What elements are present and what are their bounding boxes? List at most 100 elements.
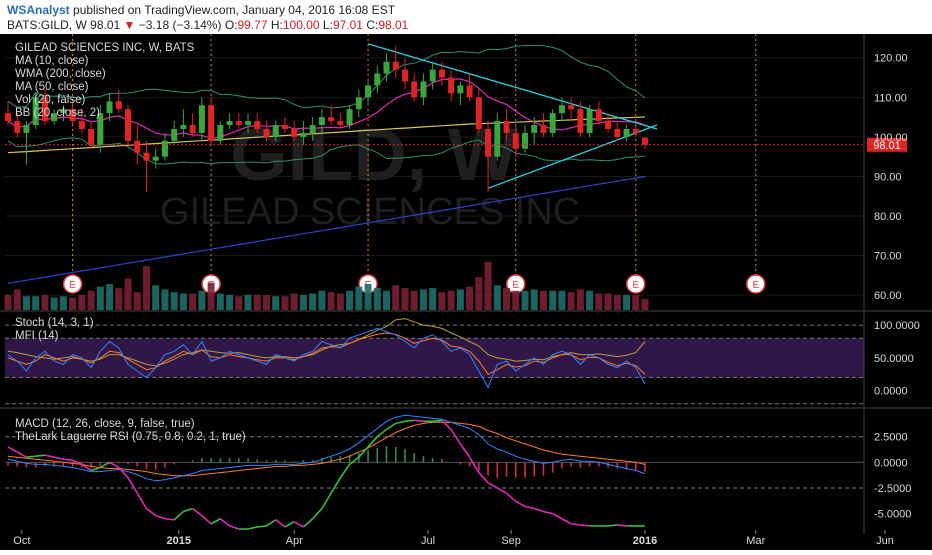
legend-bb[interactable]: BB (20, close, 2)	[15, 107, 101, 119]
candle[interactable]	[198, 105, 205, 133]
chart-svg[interactable]: GILD, W GILEAD SCIENCES INC EEEEEE98.01 …	[0, 34, 932, 550]
candle[interactable]	[88, 128, 95, 145]
candle[interactable]	[540, 125, 547, 133]
candle[interactable]	[411, 81, 418, 98]
legend-laguerre[interactable]: TheLark Laguerre RSI (0.75, 0.8, 0.2, 1,…	[15, 431, 246, 443]
legend-volume[interactable]: Vol (20, false)	[15, 94, 86, 106]
candle[interactable]	[134, 140, 141, 153]
candle[interactable]	[466, 85, 473, 98]
candle[interactable]	[401, 69, 408, 82]
candle[interactable]	[41, 97, 48, 122]
candle[interactable]	[5, 113, 11, 122]
candle[interactable]	[106, 101, 113, 114]
candle[interactable]	[642, 137, 648, 145]
candle[interactable]	[125, 109, 132, 141]
laguerre-rsi-segment	[386, 422, 397, 431]
candle[interactable]	[272, 125, 279, 137]
candle[interactable]	[245, 121, 252, 126]
volume-bar	[493, 285, 501, 310]
legend-ma50[interactable]: MA (50, close)	[15, 81, 89, 93]
candle[interactable]	[392, 61, 399, 70]
candle[interactable]	[318, 117, 325, 126]
candle[interactable]	[595, 109, 602, 122]
candle[interactable]	[365, 85, 372, 98]
candle[interactable]	[457, 85, 464, 94]
candle[interactable]	[281, 125, 288, 129]
candle[interactable]	[143, 152, 150, 161]
open-value: 99.77	[237, 18, 268, 32]
candle[interactable]	[429, 69, 436, 82]
candle[interactable]	[14, 121, 21, 133]
candle[interactable]	[485, 128, 492, 157]
candle[interactable]	[374, 73, 381, 86]
candle[interactable]	[346, 109, 353, 126]
candle[interactable]	[448, 77, 455, 94]
volume-bar	[272, 296, 280, 310]
candle[interactable]	[180, 125, 187, 129]
laguerre-rsi-segment	[543, 510, 553, 515]
legend-macd[interactable]: MACD (12, 26, close, 9, false, true)	[15, 418, 195, 430]
candle[interactable]	[420, 81, 427, 98]
candle[interactable]	[605, 121, 612, 129]
candle[interactable]	[475, 97, 482, 129]
earnings-marker[interactable]	[62, 274, 83, 294]
candle[interactable]	[494, 121, 501, 157]
earnings-marker[interactable]	[626, 274, 646, 294]
legend-ma10[interactable]: MA (10, close)	[15, 55, 89, 67]
wma200-line	[7, 175, 646, 284]
candle[interactable]	[577, 109, 584, 133]
candle[interactable]	[254, 121, 261, 129]
candle[interactable]	[97, 113, 104, 145]
main-panel-title[interactable]: GILEAD SCIENCES INC, W, BATS	[15, 42, 195, 54]
candle[interactable]	[189, 125, 196, 133]
candle[interactable]	[291, 128, 298, 137]
candle[interactable]	[171, 128, 178, 141]
symbol-label[interactable]: BATS:GILD, W	[7, 18, 87, 32]
candle[interactable]	[152, 156, 159, 161]
candle[interactable]	[161, 140, 168, 157]
candle[interactable]	[328, 117, 335, 122]
macd-histogram-bar	[99, 462, 102, 467]
candle[interactable]	[217, 125, 224, 141]
legend-wma200[interactable]: WMA (200, close)	[15, 68, 106, 80]
macd-histogram-bar	[413, 453, 416, 463]
candle[interactable]	[558, 105, 565, 114]
last-price-label-bg	[867, 137, 907, 152]
candle[interactable]	[549, 113, 556, 133]
candle[interactable]	[208, 105, 215, 141]
candle[interactable]	[235, 121, 242, 126]
legend-stoch[interactable]: Stoch (14, 3, 1)	[15, 317, 94, 329]
candle[interactable]	[438, 69, 445, 78]
candle[interactable]	[586, 109, 593, 133]
volume-bar	[22, 296, 30, 310]
candle[interactable]	[51, 113, 58, 122]
candle[interactable]	[226, 121, 233, 126]
volume-bar	[336, 293, 344, 310]
candle[interactable]	[337, 121, 344, 126]
candle[interactable]	[300, 132, 307, 137]
chart-area[interactable]: GILD, W GILEAD SCIENCES INC EEEEEE98.01 …	[0, 34, 932, 550]
volume-bar	[59, 296, 67, 310]
candle[interactable]	[512, 132, 519, 149]
candle[interactable]	[355, 97, 362, 110]
candle[interactable]	[115, 101, 122, 110]
candle[interactable]	[383, 61, 390, 74]
candle[interactable]	[60, 109, 67, 114]
candle[interactable]	[263, 128, 270, 137]
candle[interactable]	[568, 105, 575, 110]
candle[interactable]	[23, 125, 30, 133]
candle[interactable]	[78, 121, 85, 129]
candle[interactable]	[521, 132, 528, 149]
legend-mfi[interactable]: MFI (14)	[15, 330, 59, 342]
candle[interactable]	[632, 128, 639, 133]
macd-axis-label: 2.5000	[874, 432, 908, 444]
candle[interactable]	[503, 121, 510, 133]
candle[interactable]	[623, 128, 630, 137]
candle[interactable]	[309, 125, 316, 133]
publisher-link[interactable]: WSAnalyst	[7, 3, 70, 17]
candle[interactable]	[614, 128, 621, 137]
candle[interactable]	[531, 125, 538, 133]
earnings-marker[interactable]	[746, 274, 766, 294]
candle[interactable]	[69, 109, 76, 122]
candle[interactable]	[32, 97, 39, 126]
